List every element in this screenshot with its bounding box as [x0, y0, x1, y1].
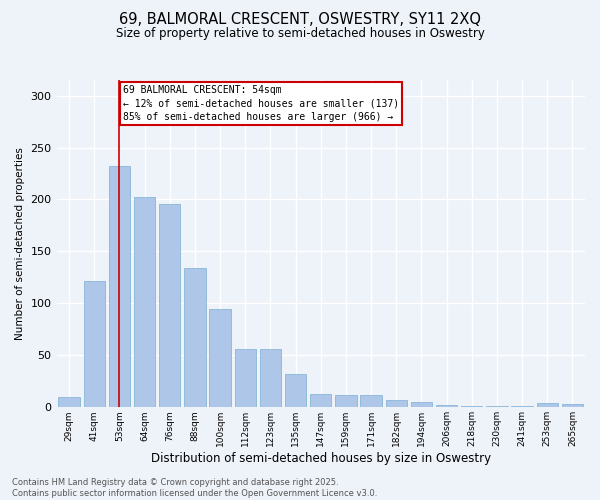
Y-axis label: Number of semi-detached properties: Number of semi-detached properties: [15, 147, 25, 340]
Text: 69 BALMORAL CRESCENT: 54sqm
← 12% of semi-detached houses are smaller (137)
85% : 69 BALMORAL CRESCENT: 54sqm ← 12% of sem…: [123, 85, 400, 122]
Bar: [562, 404, 583, 407]
Bar: [83, 280, 105, 407]
X-axis label: Distribution of semi-detached houses by size in Oswestry: Distribution of semi-detached houses by …: [151, 452, 491, 465]
Bar: [386, 400, 407, 407]
Bar: [461, 406, 482, 408]
Bar: [109, 166, 130, 408]
Text: 69, BALMORAL CRESCENT, OSWESTRY, SY11 2XQ: 69, BALMORAL CRESCENT, OSWESTRY, SY11 2X…: [119, 12, 481, 28]
Bar: [184, 268, 206, 407]
Bar: [159, 204, 181, 408]
Bar: [436, 405, 457, 407]
Bar: [536, 403, 558, 407]
Bar: [58, 397, 80, 407]
Bar: [486, 406, 508, 408]
Bar: [134, 198, 155, 408]
Bar: [285, 374, 307, 408]
Text: Contains HM Land Registry data © Crown copyright and database right 2025.
Contai: Contains HM Land Registry data © Crown c…: [12, 478, 377, 498]
Text: Size of property relative to semi-detached houses in Oswestry: Size of property relative to semi-detach…: [116, 28, 484, 40]
Bar: [209, 308, 231, 408]
Bar: [511, 406, 533, 408]
Bar: [310, 394, 331, 407]
Bar: [335, 395, 356, 407]
Bar: [260, 349, 281, 408]
Bar: [235, 349, 256, 408]
Bar: [411, 402, 432, 407]
Bar: [361, 395, 382, 407]
